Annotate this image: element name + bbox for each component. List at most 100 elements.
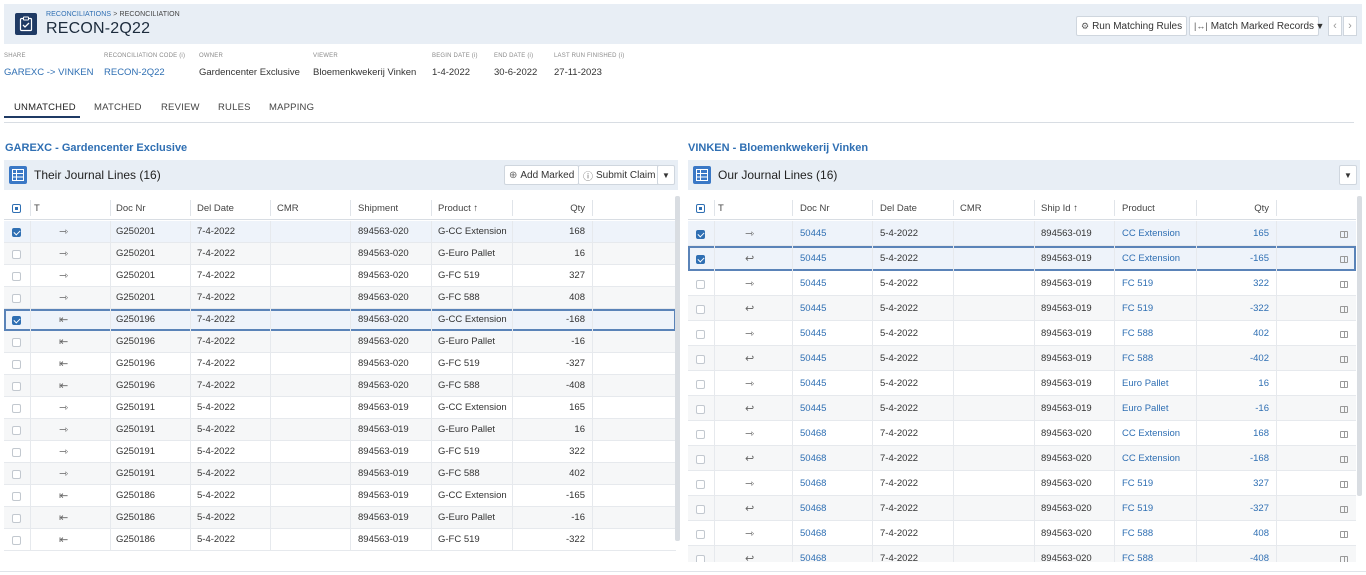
cell-doc[interactable]: 50468 (800, 553, 827, 562)
column-header[interactable]: Qty (1254, 203, 1269, 214)
column-divider[interactable] (190, 200, 191, 216)
tab-rules[interactable]: RULES (218, 102, 251, 113)
more-actions-caret-icon[interactable]: ▼ (1315, 21, 1325, 31)
column-divider[interactable] (1114, 200, 1115, 216)
column-divider[interactable] (431, 200, 432, 216)
row-checkbox[interactable] (12, 228, 21, 237)
column-header[interactable]: Ship Id ↑ (1041, 203, 1078, 214)
column-divider[interactable] (592, 200, 593, 216)
column-header[interactable]: T (718, 203, 724, 214)
left-grid-scrollbar[interactable] (675, 196, 680, 541)
cell-doc[interactable]: 50445 (800, 303, 827, 314)
column-divider[interactable] (792, 200, 793, 216)
row-checkbox[interactable] (12, 514, 21, 523)
cell-qty[interactable]: -168 (1249, 453, 1269, 464)
column-header[interactable]: Product ↑ (438, 203, 479, 214)
row-checkbox[interactable] (696, 280, 705, 289)
row-checkbox[interactable] (696, 330, 705, 339)
cell-qty[interactable]: -322 (1249, 303, 1269, 314)
tab-mapping[interactable]: MAPPING (269, 102, 315, 113)
row-detail-icon[interactable] (1340, 231, 1348, 238)
row-detail-icon[interactable] (1340, 331, 1348, 338)
row-checkbox[interactable] (12, 536, 21, 545)
row-detail-icon[interactable] (1340, 356, 1348, 363)
cell-product[interactable]: FC 519 (1122, 503, 1154, 514)
cell-product[interactable]: FC 519 (1122, 303, 1154, 314)
cell-product[interactable]: FC 519 (1122, 478, 1154, 489)
meta-value[interactable]: RECON-2Q22 (104, 67, 165, 78)
cell-qty[interactable]: 408 (1253, 528, 1269, 539)
cell-product[interactable]: FC 519 (1122, 278, 1154, 289)
select-all-checkbox[interactable] (696, 204, 705, 213)
table-row[interactable]: ⇤ G250196 7-4-2022 894563-020 G-Euro Pallet -… (4, 331, 676, 353)
table-row[interactable]: ⇾ 50468 7-4-2022 894563-020 CC Extension 168 (688, 421, 1356, 446)
table-row[interactable]: ↩ 50445 5-4-2022 894563-019 CC Extension -165 (688, 246, 1356, 271)
cell-product[interactable]: FC 588 (1122, 328, 1154, 339)
table-row[interactable]: ↩ 50445 5-4-2022 894563-019 FC 519 -322 (688, 296, 1356, 321)
table-row[interactable]: ⇾ 50468 7-4-2022 894563-020 FC 519 327 (688, 471, 1356, 496)
column-header[interactable]: Qty (570, 203, 585, 214)
tab-matched[interactable]: MATCHED (94, 102, 142, 113)
row-checkbox[interactable] (12, 448, 21, 457)
table-row[interactable]: ⇾ 50445 5-4-2022 894563-019 FC 588 402 (688, 321, 1356, 346)
right-grid-scrollbar[interactable] (1357, 196, 1362, 496)
row-checkbox[interactable] (12, 272, 21, 281)
row-checkbox[interactable] (696, 230, 705, 239)
cell-doc[interactable]: 50445 (800, 278, 827, 289)
column-header[interactable]: Doc Nr (800, 203, 830, 214)
column-divider[interactable] (110, 200, 111, 216)
row-checkbox[interactable] (696, 380, 705, 389)
row-checkbox[interactable] (12, 404, 21, 413)
cell-doc[interactable]: 50445 (800, 328, 827, 339)
column-divider[interactable] (953, 200, 954, 216)
cell-product[interactable]: CC Extension (1122, 428, 1181, 439)
column-header[interactable]: CMR (960, 203, 982, 214)
cell-qty[interactable]: 168 (1253, 428, 1269, 439)
cell-product[interactable]: CC Extension (1122, 228, 1181, 239)
cell-qty[interactable]: -16 (1255, 403, 1269, 414)
row-checkbox[interactable] (12, 382, 21, 391)
cell-product[interactable]: Euro Pallet (1122, 403, 1169, 414)
row-checkbox[interactable] (696, 555, 705, 562)
table-row[interactable]: ⇾ G250201 7-4-2022 894563-020 G-Euro Pallet 1… (4, 243, 676, 265)
row-detail-icon[interactable] (1340, 431, 1348, 438)
column-header[interactable]: Del Date (880, 203, 917, 214)
cell-qty[interactable]: 327 (1253, 478, 1269, 489)
column-header[interactable]: Product (1122, 203, 1155, 214)
table-row[interactable]: ⇤ G250186 5-4-2022 894563-019 G-FC 519 -322 (4, 529, 676, 551)
cell-doc[interactable]: 50445 (800, 353, 827, 364)
cell-product[interactable]: CC Extension (1122, 253, 1181, 264)
select-all-checkbox[interactable] (12, 204, 21, 213)
cell-product[interactable]: FC 588 (1122, 553, 1154, 562)
table-row[interactable]: ↩ 50468 7-4-2022 894563-020 CC Extension -168 (688, 446, 1356, 471)
match-marked-records-button[interactable]: |↔| Match Marked Records (1189, 16, 1320, 36)
table-row[interactable]: ↩ 50468 7-4-2022 894563-020 FC 588 -408 (688, 546, 1356, 562)
row-checkbox[interactable] (696, 455, 705, 464)
table-row[interactable]: ⇾ 50445 5-4-2022 894563-019 Euro Pallet 16 (688, 371, 1356, 396)
cell-doc[interactable]: 50468 (800, 428, 827, 439)
table-row[interactable]: ⇾ 50445 5-4-2022 894563-019 FC 519 322 (688, 271, 1356, 296)
cell-doc[interactable]: 50445 (800, 378, 827, 389)
row-checkbox[interactable] (12, 470, 21, 479)
breadcrumb-reconciliations[interactable]: RECONCILIATIONS (46, 11, 112, 18)
table-row[interactable]: ⇤ G250196 7-4-2022 894563-020 G-CC Extension… (4, 309, 676, 331)
row-checkbox[interactable] (696, 255, 705, 264)
submit-claim-button[interactable]: ⓘ Submit Claim (578, 165, 661, 185)
cell-doc[interactable]: 50468 (800, 478, 827, 489)
row-detail-icon[interactable] (1340, 481, 1348, 488)
cell-doc[interactable]: 50445 (800, 228, 827, 239)
cell-product[interactable]: FC 588 (1122, 528, 1154, 539)
column-divider[interactable] (872, 200, 873, 216)
run-matching-rules-button[interactable]: ⚙ Run Matching Rules (1076, 16, 1188, 36)
row-detail-icon[interactable] (1340, 406, 1348, 413)
row-detail-icon[interactable] (1340, 306, 1348, 313)
row-checkbox[interactable] (696, 480, 705, 489)
cell-product[interactable]: Euro Pallet (1122, 378, 1169, 389)
table-row[interactable]: ⇾ G250191 5-4-2022 894563-019 G-Euro Pallet 1… (4, 419, 676, 441)
column-divider[interactable] (30, 200, 31, 216)
column-divider[interactable] (512, 200, 513, 216)
table-row[interactable]: ↩ 50445 5-4-2022 894563-019 FC 588 -402 (688, 346, 1356, 371)
cell-doc[interactable]: 50445 (800, 253, 827, 264)
column-divider[interactable] (1034, 200, 1035, 216)
table-row[interactable]: ⇤ G250186 5-4-2022 894563-019 G-CC Extension… (4, 485, 676, 507)
